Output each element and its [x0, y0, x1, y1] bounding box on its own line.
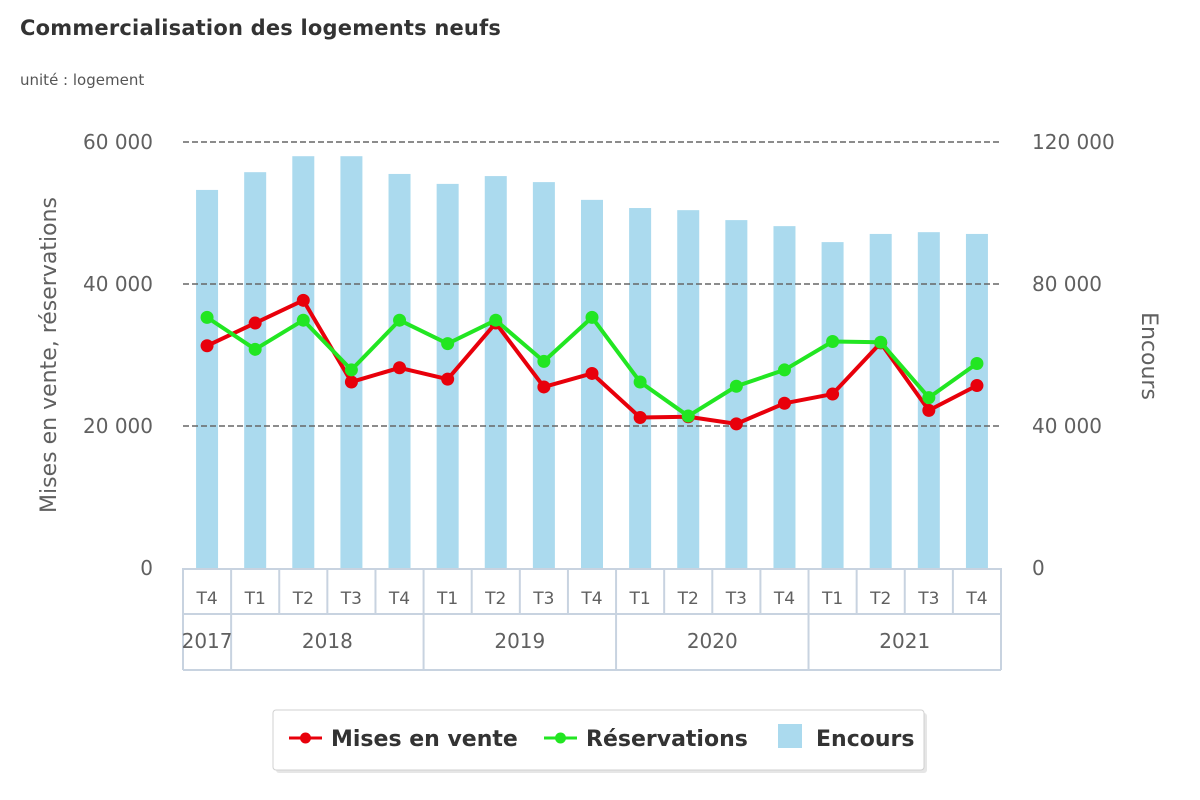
x-axis-year-label: 2021 — [879, 629, 930, 653]
x-axis-category-label: T4 — [580, 589, 602, 609]
point-mises-en-vente[interactable] — [922, 403, 936, 417]
bar-encours[interactable] — [581, 199, 603, 569]
legend-label-mises-en-vente: Mises en vente — [331, 727, 518, 752]
x-axis-category-label: T1 — [821, 589, 843, 609]
y-axis-right-title: Encours — [1136, 312, 1161, 400]
bar-encours[interactable] — [292, 156, 315, 568]
y-axis-left-tick-label: 0 — [140, 556, 153, 580]
point-mises-en-vente[interactable] — [393, 361, 407, 375]
bar-encours[interactable] — [196, 189, 219, 569]
chart-subtitle: unité : logement — [20, 71, 145, 89]
y-axis-left-title: Mises en vente, réservations — [37, 197, 62, 513]
bar-encours[interactable] — [677, 210, 700, 568]
point-reservations[interactable] — [296, 313, 310, 327]
bar-encours[interactable] — [725, 220, 748, 568]
legend-label-encours: Encours — [816, 727, 914, 752]
legend-item-mises-en-vente[interactable]: Mises en vente — [289, 727, 518, 752]
y-axis-right-tick-label: 80 000 — [1032, 272, 1102, 296]
bar-encours[interactable] — [821, 242, 844, 569]
bar-encours[interactable] — [244, 172, 267, 569]
point-reservations[interactable] — [344, 363, 358, 377]
point-mises-en-vente[interactable] — [777, 396, 791, 410]
point-mises-en-vente[interactable] — [200, 339, 214, 353]
point-reservations[interactable] — [874, 335, 888, 349]
legend-item-encours[interactable]: Encours — [778, 724, 914, 752]
bar-encours[interactable] — [340, 156, 363, 568]
point-mises-en-vente[interactable] — [441, 372, 455, 386]
bar-encours[interactable] — [484, 176, 507, 568]
x-axis-category-label: T2 — [484, 589, 506, 609]
legend-marker-mises-en-vente — [300, 732, 311, 744]
x-axis-category-label: T3 — [917, 589, 939, 609]
point-mises-en-vente[interactable] — [344, 375, 358, 389]
point-reservations[interactable] — [248, 342, 262, 356]
y-axis-left-tick-label: 40 000 — [83, 272, 153, 296]
x-axis-year-label: 2019 — [494, 629, 545, 653]
y-axis-left-tick-label: 20 000 — [83, 414, 153, 438]
x-axis-category-label: T2 — [292, 589, 314, 609]
point-mises-en-vente[interactable] — [970, 379, 984, 393]
point-reservations[interactable] — [681, 409, 695, 423]
point-mises-en-vente[interactable] — [248, 316, 262, 330]
point-reservations[interactable] — [585, 310, 599, 324]
legend-item-reservations[interactable]: Réservations — [544, 727, 748, 752]
point-mises-en-vente[interactable] — [826, 387, 840, 401]
x-axis-category-label: T4 — [773, 589, 795, 609]
point-reservations[interactable] — [970, 357, 984, 371]
x-axis-year-label: 2017 — [182, 629, 233, 653]
x-axis-category-label: T4 — [388, 589, 410, 609]
point-reservations[interactable] — [633, 375, 647, 389]
point-mises-en-vente[interactable] — [729, 417, 743, 431]
x-axis-category-label: T4 — [965, 589, 987, 609]
y-axis-left-tick-label: 60 000 — [83, 130, 153, 154]
y-axis-right-tick-label: 40 000 — [1032, 414, 1102, 438]
chart-title: Commercialisation des logements neufs — [20, 16, 502, 40]
point-reservations[interactable] — [441, 337, 455, 351]
x-axis-category-label: T3 — [725, 589, 747, 609]
legend: Mises en vente Réservations Encours — [272, 709, 927, 773]
x-axis-category-label: T3 — [532, 589, 554, 609]
x-axis-category-label: T4 — [195, 589, 217, 609]
point-mises-en-vente[interactable] — [296, 293, 310, 307]
y-axis-right-tick-label: 120 000 — [1032, 130, 1115, 154]
x-axis-category-label: T2 — [869, 589, 891, 609]
axes: 0 20 000 40 000 60 000 0 40 000 80 000 120 000 T… — [83, 130, 1115, 671]
point-reservations[interactable] — [777, 363, 791, 377]
point-reservations[interactable] — [922, 391, 936, 405]
point-reservations[interactable] — [729, 379, 743, 393]
point-reservations[interactable] — [200, 310, 214, 324]
x-axis-category-label: T1 — [436, 589, 458, 609]
legend-swatch-encours — [778, 724, 802, 748]
point-reservations[interactable] — [393, 313, 407, 327]
line-series — [200, 293, 984, 431]
point-mises-en-vente[interactable] — [537, 380, 551, 394]
x-axis-category-label: T3 — [340, 589, 362, 609]
x-axis-category-label: T1 — [244, 589, 266, 609]
bar-encours[interactable] — [965, 233, 988, 568]
x-axis-category-label: T2 — [677, 589, 699, 609]
gridlines — [183, 141, 1001, 427]
y-axis-right-tick-label: 0 — [1032, 556, 1045, 580]
point-reservations[interactable] — [826, 335, 840, 349]
legend-label-reservations: Réservations — [586, 727, 748, 752]
point-mises-en-vente[interactable] — [633, 410, 647, 424]
x-axis-category-label: T1 — [629, 589, 651, 609]
x-axis-year-label: 2018 — [302, 629, 353, 653]
x-axis-year-label: 2020 — [687, 629, 738, 653]
point-reservations[interactable] — [489, 313, 503, 327]
bar-encours[interactable] — [532, 182, 555, 569]
encours-bars — [196, 156, 988, 569]
point-mises-en-vente[interactable] — [585, 366, 599, 380]
legend-marker-reservations — [555, 732, 566, 744]
point-reservations[interactable] — [537, 354, 551, 368]
bar-encours[interactable] — [869, 233, 892, 568]
